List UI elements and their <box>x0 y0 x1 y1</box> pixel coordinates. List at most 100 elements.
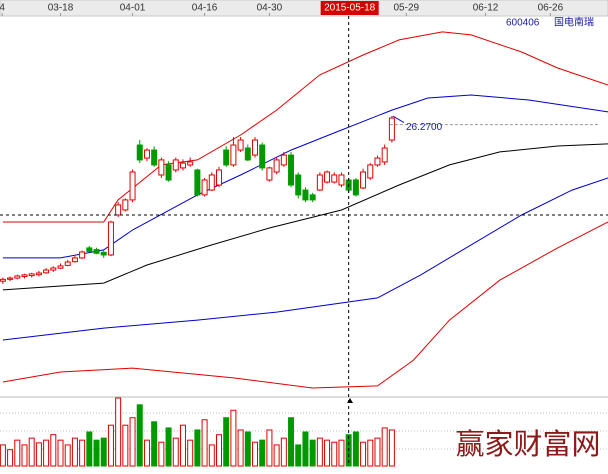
volume-bar <box>223 417 230 467</box>
volume-bar <box>194 429 201 467</box>
candle-body <box>215 169 222 186</box>
volume-bar <box>288 417 295 467</box>
candle-body <box>331 174 338 183</box>
volume-bar <box>266 429 273 467</box>
volume-bar <box>215 434 222 467</box>
indicator-line <box>2 221 608 389</box>
x-tick-label: 03-18 <box>48 3 74 14</box>
candle-body <box>0 278 6 282</box>
x-tick-label: 06-12 <box>473 3 499 14</box>
volume-bar <box>280 437 287 467</box>
x-tick-label: 4 <box>0 3 5 14</box>
volume-bar <box>115 397 122 467</box>
volume-bar <box>295 444 302 467</box>
candle-body <box>143 149 150 159</box>
watermark: 赢家财富网 <box>455 427 600 461</box>
candle-body <box>79 251 86 259</box>
candle-body <box>273 159 280 173</box>
candle-body <box>295 174 302 196</box>
volume-bar <box>71 437 78 467</box>
volume-bar <box>273 444 280 467</box>
volume-bar <box>381 427 388 467</box>
volume-bar <box>79 439 86 467</box>
volume-bar <box>50 434 57 467</box>
volume-bar <box>143 439 150 467</box>
volume-bar <box>302 431 309 467</box>
volume-bar <box>158 441 165 467</box>
candle-body <box>86 247 93 252</box>
candle-body <box>151 149 158 166</box>
x-tick-label: 04-16 <box>192 3 218 14</box>
cursor-date-label: 2015-05-18 <box>324 3 376 14</box>
volume-bar <box>136 404 143 467</box>
volume-bar <box>208 444 215 467</box>
x-tick-label: 06-26 <box>538 3 564 14</box>
volume-bar <box>230 409 237 467</box>
candle-body <box>172 159 179 171</box>
volume-bar <box>21 444 28 467</box>
volume-bar <box>237 429 244 467</box>
volume-bar <box>100 437 107 467</box>
candle-body <box>266 167 273 181</box>
candle-body <box>158 159 165 176</box>
candle-body <box>201 179 208 196</box>
candle-body <box>50 267 57 271</box>
volume-bar <box>122 424 129 467</box>
candle-body <box>122 199 129 211</box>
candle-body <box>316 174 323 191</box>
volume-bar <box>309 439 316 467</box>
candle-body <box>252 139 259 156</box>
volume-bar <box>57 439 64 467</box>
volume-bar <box>172 437 179 467</box>
candle-body <box>338 174 345 186</box>
volume-bar <box>86 431 93 467</box>
candle-body <box>115 204 122 216</box>
candle-body <box>208 174 215 191</box>
volume-bar <box>244 431 251 467</box>
x-tick-label: 04-30 <box>257 3 283 14</box>
volume-bar <box>14 439 21 467</box>
candle-body <box>374 157 381 166</box>
volume-bar <box>201 419 208 467</box>
candle-body <box>35 272 42 276</box>
volume-bar <box>107 424 114 467</box>
candle-body <box>352 179 359 196</box>
candle-body <box>100 251 107 256</box>
candle-body <box>324 171 331 183</box>
candle-body <box>64 261 71 266</box>
stock-name: 国电南瑞 <box>554 16 594 29</box>
candle-body <box>93 249 100 254</box>
volume-bar <box>324 439 331 467</box>
volume-bar <box>367 439 374 467</box>
candle-body <box>288 154 295 186</box>
volume-bar <box>331 441 338 467</box>
volume-bar <box>35 442 42 467</box>
candle-body <box>14 275 21 279</box>
volume-bar <box>338 439 345 467</box>
volume-bar <box>360 441 367 467</box>
candle-body <box>237 139 244 151</box>
candle-body <box>71 257 78 263</box>
x-tick-label: 04-01 <box>120 3 146 14</box>
candle-body <box>7 277 14 280</box>
price-connector <box>392 115 405 124</box>
plot-area: 4 03-18 04-01 04-16 04-30 05-29 06-12 06-26 26.2… <box>0 3 608 467</box>
volume-bar <box>129 417 136 467</box>
candle-body <box>136 144 143 161</box>
candle-body <box>244 147 251 161</box>
candle-body <box>223 149 230 166</box>
candle-body <box>381 147 388 163</box>
candle-body <box>43 269 50 274</box>
volume-bar <box>7 449 14 467</box>
candle-body <box>388 117 395 141</box>
date-bar <box>0 0 608 17</box>
candle-body <box>129 171 136 201</box>
volume-bar <box>374 437 381 467</box>
volume-bar <box>388 429 395 467</box>
candle-body <box>360 171 367 189</box>
volume-bar <box>0 444 6 467</box>
candle-body <box>165 164 172 181</box>
candle-body <box>28 273 35 277</box>
